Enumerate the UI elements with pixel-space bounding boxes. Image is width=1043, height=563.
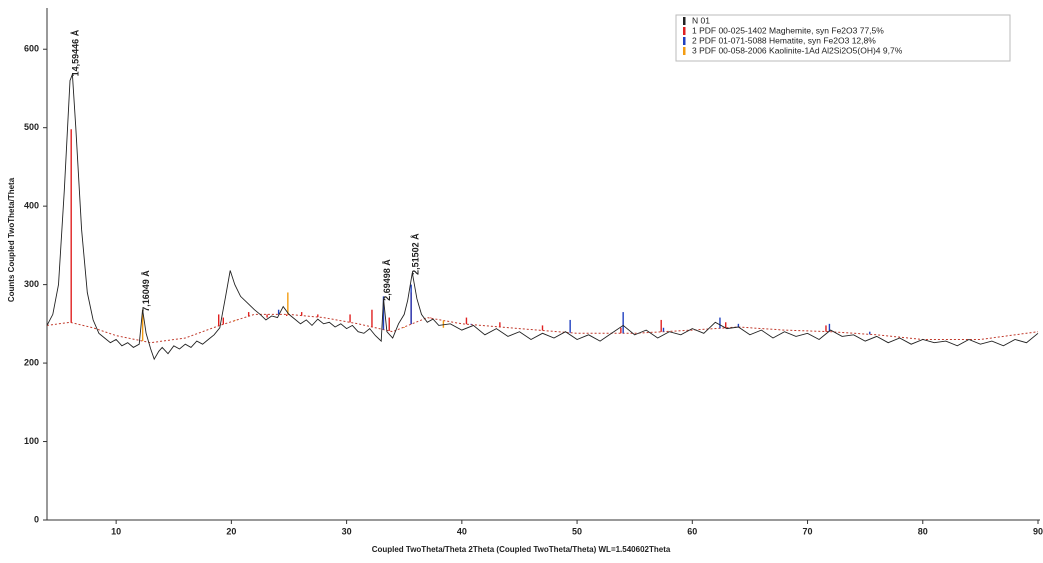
y-axis-title: Counts Coupled TwoTheta/Theta (7, 177, 16, 302)
x-tick-label: 20 (226, 526, 236, 536)
x-tick-label: 90 (1033, 526, 1043, 536)
x-tick-label: 70 (803, 526, 813, 536)
y-tick-label: 500 (24, 122, 39, 132)
legend-swatch (683, 37, 686, 45)
y-tick-label: 300 (24, 279, 39, 289)
legend-label: 1 PDF 00-025-1402 Maghemite, syn Fe2O3 7… (692, 25, 884, 35)
y-tick-label: 100 (24, 436, 39, 446)
legend-swatch (683, 47, 686, 55)
peak-annotation: 14,59446 Å (71, 29, 81, 76)
x-tick-label: 50 (572, 526, 582, 536)
peak-annotation: 2,69498 Å (382, 259, 392, 301)
y-tick-label: 0 (34, 514, 39, 524)
x-axis-title: Coupled TwoTheta/Theta 2Theta (Coupled T… (372, 545, 671, 554)
x-tick-label: 40 (457, 526, 467, 536)
x-tick-label: 30 (342, 526, 352, 536)
legend-box (675, 14, 1011, 62)
y-tick-label: 600 (24, 44, 39, 54)
y-tick-label: 400 (24, 201, 39, 211)
x-tick-label: 80 (918, 526, 928, 536)
legend-swatch (683, 27, 686, 35)
data-line (46, 74, 1039, 361)
legend-label: 3 PDF 00-058-2006 Kaolinite-1Ad Al2Si2O5… (692, 45, 903, 55)
peak-annotation: 2,51502 Å (411, 233, 421, 275)
x-tick-label: 10 (111, 526, 121, 536)
legend-label: N 01 (692, 15, 710, 25)
background-curve (46, 313, 1039, 344)
legend-swatch (683, 17, 686, 25)
x-tick-label: 60 (687, 526, 697, 536)
legend-label: 2 PDF 01-071-5088 Hematite, syn Fe2O3 12… (692, 35, 876, 45)
y-tick-label: 200 (24, 357, 39, 367)
peak-annotation: 7,16049 Å (141, 270, 151, 312)
